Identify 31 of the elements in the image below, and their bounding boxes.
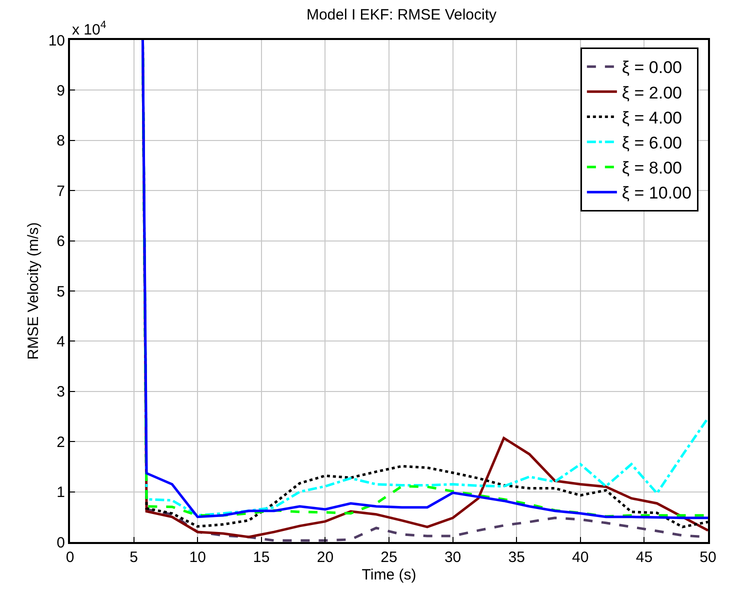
legend-label: ξ = 0.00 xyxy=(622,58,682,78)
legend-label: ξ = 2.00 xyxy=(622,83,682,102)
x-tick-label: 25 xyxy=(380,549,398,566)
chart-title: Model I EKF: RMSE Velocity xyxy=(306,6,498,24)
y-tick-label: 10 xyxy=(48,32,65,50)
y-tick-label: 4 xyxy=(56,333,65,350)
x-axis-title: Time (s) xyxy=(362,566,416,584)
legend-label: ξ = 4.00 xyxy=(622,108,682,128)
y-tick-label: 7 xyxy=(56,182,65,200)
y-axis-title: RMSE Velocity (m/s) xyxy=(25,222,42,360)
y-tick-label: 0 xyxy=(56,534,65,552)
y-tick-label: 6 xyxy=(56,233,65,250)
x-tick-label: 35 xyxy=(508,549,525,566)
legend-label: ξ = 6.00 xyxy=(622,134,682,153)
y-tick-label: 1 xyxy=(56,484,65,502)
y-tick-label: 3 xyxy=(56,384,65,401)
x-tick-label: 45 xyxy=(636,549,653,566)
x-tick-label: 5 xyxy=(130,549,138,566)
legend-label: ξ = 8.00 xyxy=(622,158,682,178)
x-tick-label: 50 xyxy=(700,549,716,566)
x-tick-label: 40 xyxy=(572,549,589,566)
x-tick-label: 20 xyxy=(316,549,334,566)
x-tick-label: 15 xyxy=(253,549,270,566)
x-tick-label: 30 xyxy=(444,549,462,566)
y-tick-label: 5 xyxy=(56,283,65,300)
y-tick-label: 2 xyxy=(56,434,65,451)
x-tick-label: 10 xyxy=(189,549,206,566)
legend-label: ξ = 10.00 xyxy=(622,184,692,203)
text: x 10$^{4}$ xyxy=(72,19,106,38)
y-tick-label: 8 xyxy=(56,132,65,150)
y-tick-label: 9 xyxy=(56,82,65,100)
